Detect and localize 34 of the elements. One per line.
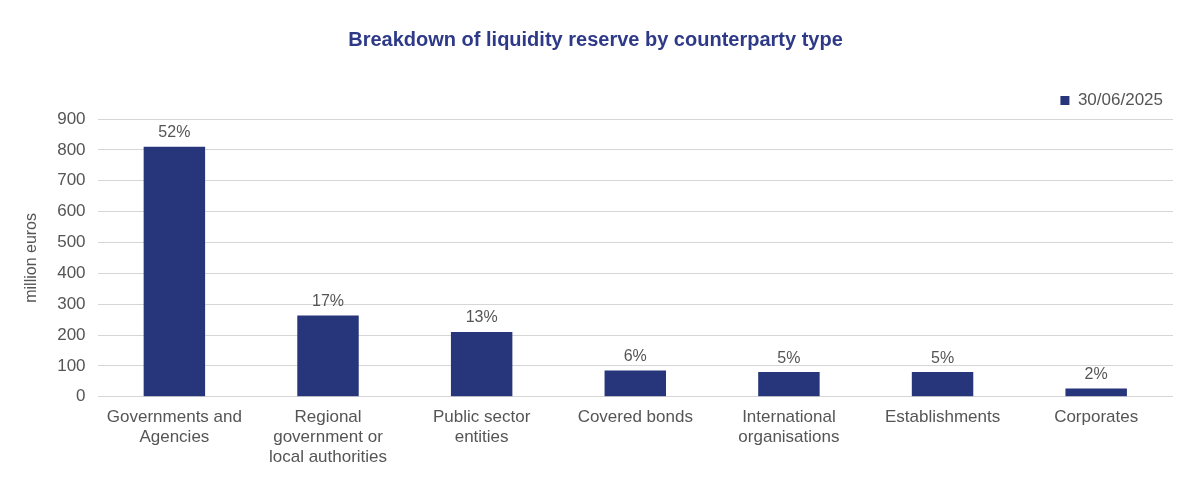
y-tick-label: 400 xyxy=(57,263,86,283)
bar xyxy=(604,370,667,397)
bar xyxy=(758,372,820,397)
bar xyxy=(911,372,974,397)
x-tick-label: Corporates xyxy=(1054,406,1139,426)
annotation: 6% xyxy=(623,346,647,364)
y-tick-label: 600 xyxy=(57,201,86,221)
annotation: 5% xyxy=(777,348,801,366)
chart-title: Breakdown of liquidity reserve by counterparty type xyxy=(348,27,843,50)
y-tick-label: 100 xyxy=(57,355,86,375)
y-tick-label: 900 xyxy=(57,108,86,128)
x-tick-label: International organisations xyxy=(738,406,840,447)
y-tick-label: 700 xyxy=(57,170,86,190)
annotation: 5% xyxy=(930,348,955,366)
bar xyxy=(297,315,359,397)
annotation: 52% xyxy=(158,123,191,141)
x-tick-label: Regional government or local authorities xyxy=(268,406,388,467)
y-tick-label: 500 xyxy=(57,232,86,252)
legend-label: 30/06/2025 xyxy=(1077,90,1164,110)
x-tick-label: Governments and Agencies xyxy=(106,406,242,447)
y-tick-label: 200 xyxy=(57,324,86,344)
y-axis-title: million euros xyxy=(22,212,40,303)
annotation: 2% xyxy=(1084,364,1108,382)
y-tick-label: 800 xyxy=(57,139,86,159)
annotation: 13% xyxy=(465,308,498,326)
y-tick-label: 300 xyxy=(57,293,86,313)
annotation: 17% xyxy=(312,292,345,310)
bar xyxy=(143,146,206,397)
bar xyxy=(450,331,513,397)
x-tick-label: Covered bonds xyxy=(577,406,693,426)
x-tick-label: Public sector entities xyxy=(432,406,531,447)
bar xyxy=(1065,388,1127,397)
y-tick-label: 0 xyxy=(76,386,86,406)
x-tick-label: Establishments xyxy=(884,406,1001,426)
